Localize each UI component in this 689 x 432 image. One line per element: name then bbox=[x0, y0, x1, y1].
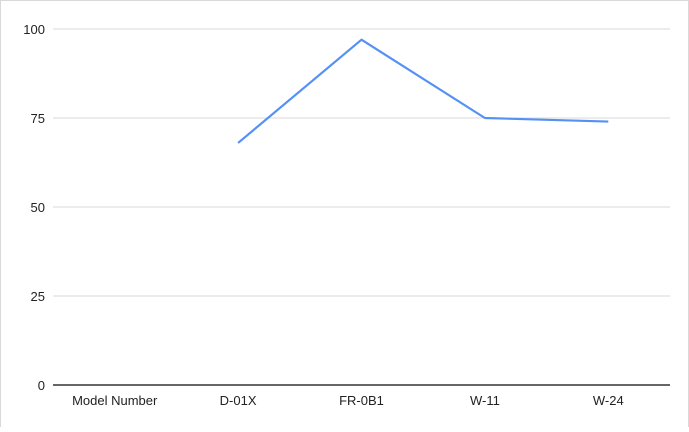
y-axis-ticks: 0 25 50 75 100 bbox=[23, 22, 45, 393]
series-line bbox=[238, 40, 608, 143]
y-tick-label: 75 bbox=[31, 111, 45, 126]
x-tick-label: FR-0B1 bbox=[339, 393, 384, 408]
y-tick-label: 0 bbox=[38, 378, 45, 393]
x-tick-label: W-24 bbox=[593, 393, 624, 408]
x-tick-label: Model Number bbox=[72, 393, 158, 408]
y-tick-label: 50 bbox=[31, 200, 45, 215]
series-group bbox=[238, 40, 608, 143]
x-tick-label: D-01X bbox=[220, 393, 257, 408]
y-tick-label: 100 bbox=[23, 22, 45, 37]
x-axis-ticks: Model Number D-01X FR-0B1 W-11 W-24 bbox=[72, 393, 624, 408]
x-tick-label: W-11 bbox=[470, 393, 500, 408]
gridlines bbox=[53, 29, 670, 385]
y-tick-label: 25 bbox=[31, 289, 45, 304]
